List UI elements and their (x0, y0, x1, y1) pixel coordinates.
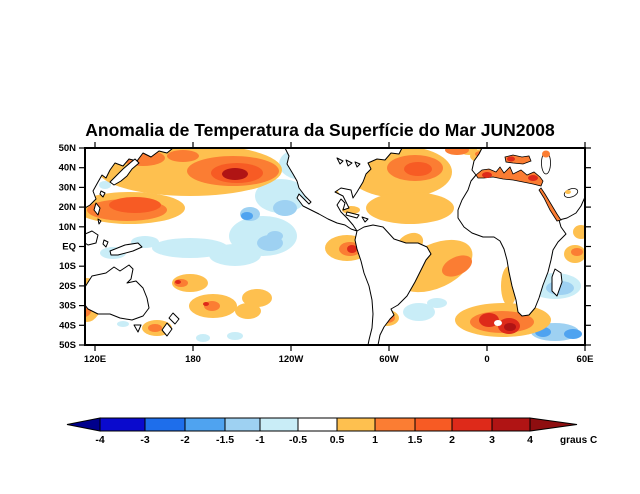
anomaly-blob-pale (117, 321, 129, 327)
anomaly-blob-org (148, 324, 162, 332)
colorbar-segment (452, 418, 492, 431)
anomaly-blob-red (347, 245, 357, 253)
lon-label: 60E (577, 354, 594, 365)
lat-label: 40N (59, 163, 77, 174)
lat-label: 20S (59, 281, 76, 292)
colorbar-segment (225, 418, 260, 431)
anomaly-blob-org (445, 145, 469, 155)
persian-gulf-warm-patch (565, 190, 571, 194)
anomaly-blob-lsky (273, 200, 297, 216)
anomaly-blob-dkr (504, 323, 516, 331)
colorbar-segment (337, 418, 375, 431)
colorbar-arrow-right (530, 418, 577, 431)
colorbar-unit-label: graus C (560, 435, 597, 446)
colorbar-segment (415, 418, 452, 431)
colorbar: -4 -3 -2 -1.5 -1 -0.5 0.5 1 1.5 2 3 4 graus C (55, 405, 620, 453)
lat-label: 30N (59, 182, 77, 193)
lon-label: 120E (84, 354, 106, 365)
colorbar-tick-label: -1.5 (216, 434, 234, 446)
lat-label: 30S (59, 301, 76, 312)
land-sulawesi (103, 240, 108, 247)
anomaly-blob-dkr (222, 168, 248, 180)
colorbar-segment (260, 418, 298, 431)
lat-label: EQ (62, 242, 76, 253)
lat-label: 50S (59, 340, 76, 351)
mediterranean-warm-core-west (482, 172, 492, 178)
anomaly-blob-pale (196, 334, 210, 342)
anomaly-blob-red (175, 280, 181, 284)
lat-label: 10S (59, 261, 76, 272)
land-borneo (85, 231, 98, 245)
land-australia (85, 265, 149, 320)
anomaly-blob-pale (152, 238, 228, 258)
lat-label: 20N (59, 202, 77, 213)
anomaly-blob-amber (366, 192, 454, 224)
anomaly-blob-sky (564, 329, 582, 339)
colorbar-tick-label: 1.5 (408, 434, 423, 446)
anomaly-blob-ro (109, 197, 161, 213)
anomaly-blob-white (494, 320, 502, 326)
colorbar-tick-label: 4 (527, 434, 533, 446)
colorbar-segment (375, 418, 415, 431)
land-new-guinea (110, 243, 142, 255)
lat-label: 10N (59, 222, 77, 233)
anomaly-blob-sky (241, 212, 253, 220)
lon-label: 0 (484, 354, 489, 365)
anomaly-blob-pale (227, 332, 243, 340)
caspian-warm-patch (542, 151, 550, 158)
colorbar-tick-label: -4 (95, 434, 104, 446)
lon-label: 180 (185, 354, 201, 365)
lon-label: 60W (379, 354, 399, 365)
anomaly-blob-amber (242, 289, 272, 307)
mediterranean-warm-core-east (528, 175, 538, 181)
anomaly-blob-ro (404, 162, 432, 176)
colorbar-tick-label: 3 (489, 434, 495, 446)
colorbar-segment (185, 418, 225, 431)
lat-label: 50N (59, 143, 77, 154)
world-map-plot: 50N 40N 30N 20N 10N EQ 10S 20S 30S 40S 50S 120E 180 1… (50, 136, 625, 371)
colorbar-segment (145, 418, 185, 431)
colorbar-tick-label: -3 (140, 434, 149, 446)
colorbar-segment (492, 418, 530, 431)
anomaly-blob-lsky (267, 231, 283, 241)
anomaly-blob-org (571, 248, 583, 256)
lat-label: 40S (59, 320, 76, 331)
anomaly-blob-org (167, 150, 199, 162)
anomaly-blob-pale (427, 298, 447, 308)
colorbar-tick-label: -0.5 (289, 434, 307, 446)
anomaly-blob-red (203, 302, 209, 306)
colorbar-segment (100, 418, 145, 431)
land-tasmania (134, 325, 141, 332)
colorbar-tick-label: -1 (255, 434, 264, 446)
colorbar-tick-label: -2 (180, 434, 189, 446)
colorbar-segment (298, 418, 337, 431)
colorbar-tick-label: 1 (372, 434, 378, 446)
lon-label: 120W (279, 354, 304, 365)
sst-anomaly-chart-page: { "title": "Anomalia de Temperatura da S… (0, 0, 640, 494)
black-sea-warm-core (507, 157, 515, 162)
colorbar-tick-label: 2 (449, 434, 455, 446)
colorbar-tick-label: 0.5 (330, 434, 345, 446)
colorbar-arrow-left (67, 418, 100, 431)
